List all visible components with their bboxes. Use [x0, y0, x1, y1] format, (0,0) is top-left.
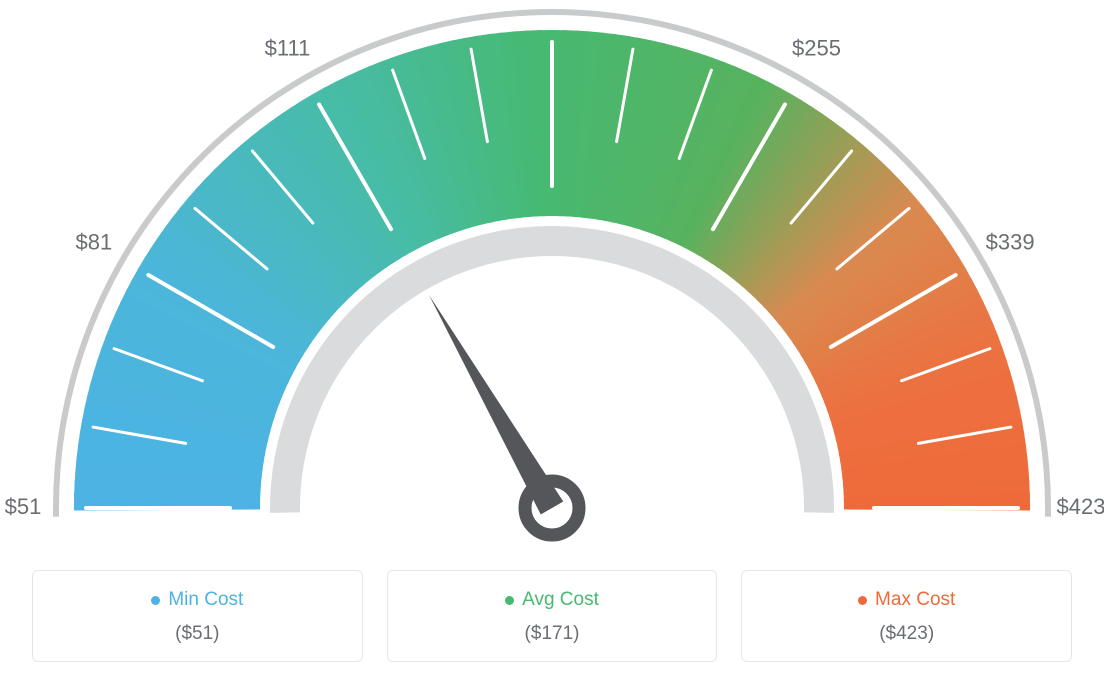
- gauge-tick-label: $111: [265, 36, 311, 61]
- legend-card-avg: Avg Cost ($171): [387, 570, 718, 662]
- gauge-tick-label: $339: [986, 229, 1035, 254]
- legend-label-avg: Avg Cost: [522, 589, 599, 611]
- legend-row: Min Cost ($51) Avg Cost ($171) Max Cost …: [32, 570, 1072, 662]
- legend-dot-min: [151, 596, 160, 605]
- legend-title-max: Max Cost: [858, 589, 955, 611]
- gauge-chart: $51$81$111$171$255$339$423: [0, 0, 1104, 560]
- legend-dot-max: [858, 596, 867, 605]
- legend-title-avg: Avg Cost: [505, 589, 599, 611]
- gauge-tick-label: $51: [5, 494, 42, 519]
- legend-value-max: ($423): [752, 623, 1061, 645]
- gauge-tick-label: $81: [76, 229, 113, 254]
- legend-value-avg: ($171): [398, 623, 707, 645]
- cost-gauge-widget: $51$81$111$171$255$339$423 Min Cost ($51…: [0, 0, 1104, 690]
- legend-label-min: Min Cost: [168, 589, 243, 611]
- legend-card-min: Min Cost ($51): [32, 570, 363, 662]
- gauge-tick-label: $255: [792, 36, 841, 61]
- legend-dot-avg: [505, 596, 514, 605]
- gauge-tick-label: $423: [1057, 494, 1104, 519]
- legend-card-max: Max Cost ($423): [741, 570, 1072, 662]
- legend-title-min: Min Cost: [151, 589, 243, 611]
- legend-label-max: Max Cost: [875, 589, 955, 611]
- legend-value-min: ($51): [43, 623, 352, 645]
